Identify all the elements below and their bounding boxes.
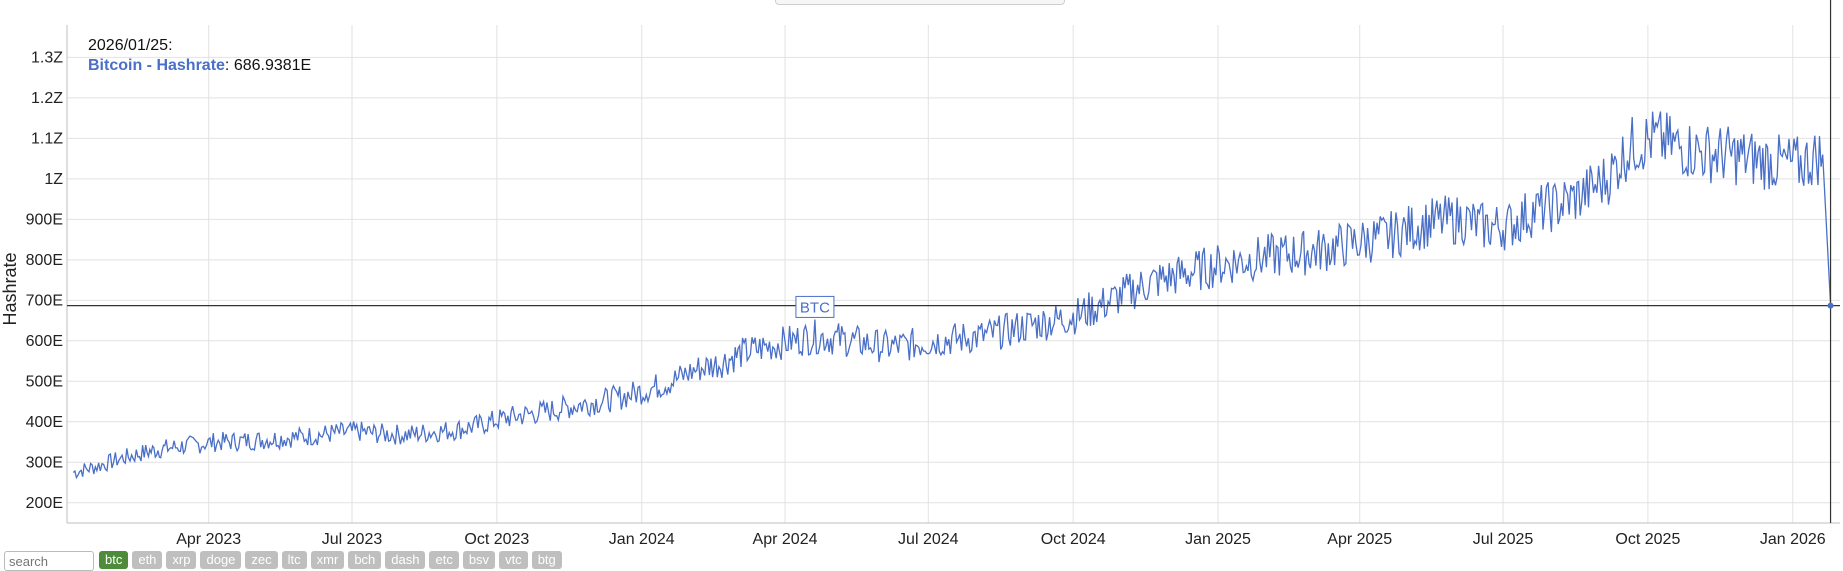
series-line [72,111,1832,480]
x-tick-label: Oct 2025 [1615,531,1680,548]
crosshair-point [1827,302,1834,309]
coin-button-vtc[interactable]: vtc [499,551,528,569]
top-tab-strip[interactable] [775,0,1065,5]
coin-button-btg[interactable]: btg [531,551,562,569]
search-input[interactable] [4,551,94,571]
x-tick-label: Oct 2023 [464,531,529,548]
coin-button-xmr[interactable]: xmr [310,551,345,569]
y-tick-label: 800E [26,252,63,269]
x-tick-label: Jan 2026 [1760,531,1826,548]
coin-button-doge[interactable]: doge [200,551,242,569]
x-tick-label: Apr 2023 [176,531,241,548]
series-layer [72,111,1832,480]
coin-controls: btcethxrpdogezecltcxmrbchdashetcbsvvtcbt… [4,551,562,571]
y-tick-label: 600E [26,333,63,350]
coin-button-etc[interactable]: etc [429,551,459,569]
coin-button-ltc[interactable]: ltc [281,551,307,569]
y-tick-label: 1.3Z [31,49,63,66]
tooltip: 2026/01/25: Bitcoin - Hashrate: 686.9381… [88,37,311,74]
y-axis-label: Hashrate [0,252,20,325]
coin-button-dash[interactable]: dash [385,551,426,569]
y-tick-label: 400E [26,414,63,431]
crosshair [67,0,1840,523]
y-tick-label: 500E [26,373,63,390]
x-axis-ticks: Apr 2023 Jul 2023 Oct 2023 Jan 2024 Apr 2024… [176,531,1826,548]
x-tick-label: Apr 2025 [1327,531,1392,548]
y-tick-label: 1.2Z [31,90,63,107]
grid-layer [67,25,1840,523]
x-tick-label: Jan 2024 [609,531,675,548]
x-tick-label: Oct 2024 [1041,531,1106,548]
y-tick-label: 700E [26,292,63,309]
coin-button-zec[interactable]: zec [245,551,278,569]
tooltip-row: Bitcoin - Hashrate: 686.9381E [88,57,311,74]
x-tick-label: Jul 2025 [1473,531,1534,548]
y-tick-label: 300E [26,454,63,471]
coin-button-bsv[interactable]: bsv [462,551,496,569]
y-axis-ticks: 200E 300E 400E 500E 600E 700E 800E 900E 1Z 1.1Z 1.… [26,49,64,511]
tooltip-date: 2026/01/25: [88,37,173,54]
coin-button-eth[interactable]: eth [132,551,163,569]
btc-annotation[interactable]: BTC [795,295,835,318]
x-tick-label: Apr 2024 [753,531,818,548]
tooltip-series-name: Bitcoin - Hashrate [88,57,225,74]
annotation-box[interactable] [795,295,835,318]
axis-layer [66,25,1840,524]
tooltip-value: : 686.9381E [225,57,311,74]
x-tick-label: Jul 2023 [322,531,383,548]
x-tick-label: Jul 2024 [898,531,959,548]
y-tick-label: 1.1Z [31,130,63,147]
coin-button-bch[interactable]: bch [348,551,382,569]
coin-button-btc[interactable]: btc [99,551,129,569]
coin-button-group: btc eth xrp doge zec ltc xmr bch dash etc bsv vtc bt… [99,551,562,569]
y-tick-label: 200E [26,495,63,512]
coin-button-xrp[interactable]: xrp [166,551,197,569]
y-tick-label: 1Z [44,171,63,188]
y-tick-label: 900E [26,211,63,228]
annotation-label[interactable]: BTC [800,299,830,316]
x-tick-label: Jan 2025 [1185,531,1251,548]
